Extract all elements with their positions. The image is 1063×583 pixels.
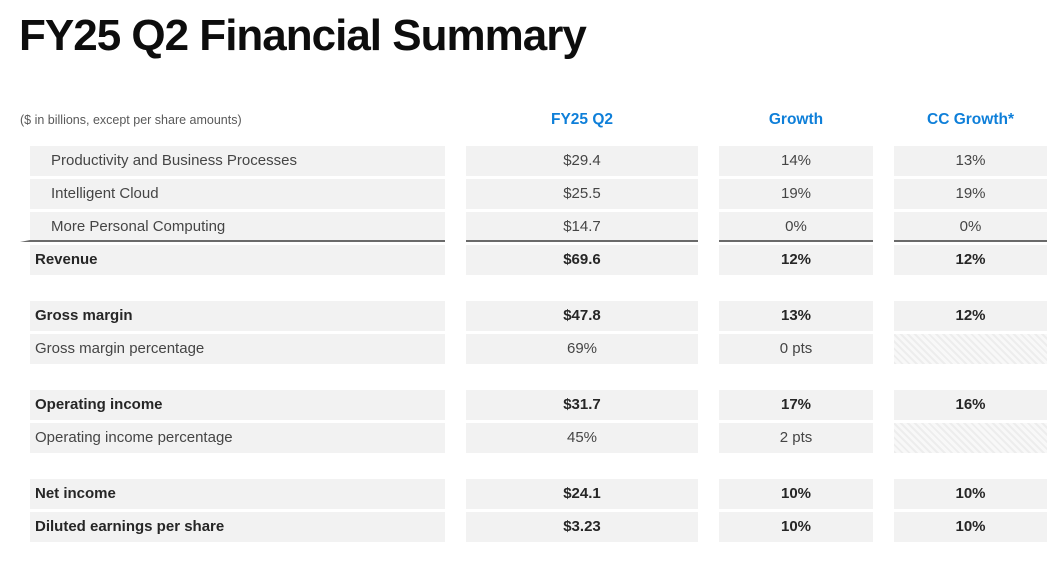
- table-section: Gross margin $47.8 13% 12% Gross margin perc…: [20, 300, 1063, 364]
- value-cell: 12%: [894, 244, 1047, 275]
- value-cell: 69%: [466, 333, 698, 364]
- value-cell: 10%: [894, 511, 1047, 542]
- column-header-fy25-q2: FY25 Q2: [550, 110, 614, 128]
- value-cell: 16%: [894, 389, 1047, 420]
- value-cell: 45%: [466, 422, 698, 453]
- row-label: Revenue: [20, 244, 445, 275]
- hatched-cell: [894, 422, 1047, 453]
- value-cell: 17%: [719, 389, 873, 420]
- value-cell: 12%: [719, 244, 873, 275]
- value-cell: 13%: [894, 145, 1047, 176]
- value-cell: 10%: [894, 478, 1047, 509]
- table-section: Productivity and Business Processes $29.4…: [20, 145, 1063, 275]
- row-label: Net income: [20, 478, 445, 509]
- table-row: More Personal Computing $14.7 0% 0%: [20, 211, 1047, 242]
- table-row: Revenue $69.6 12% 12%: [20, 244, 1047, 275]
- column-header-cc-growth: CC Growth*: [927, 110, 1014, 128]
- row-label: Operating income percentage: [20, 422, 445, 453]
- row-label: Operating income: [20, 389, 445, 420]
- value-cell: 10%: [719, 511, 873, 542]
- table-units-note: ($ in billions, except per share amounts…: [20, 112, 242, 127]
- row-label: Productivity and Business Processes: [20, 145, 445, 176]
- value-cell: $47.8: [466, 300, 698, 331]
- hatched-cell: [894, 333, 1047, 364]
- table-row: Net income $24.1 10% 10%: [20, 478, 1047, 509]
- table-row: Productivity and Business Processes $29.4…: [20, 145, 1047, 176]
- table-section: Net income $24.1 10% 10% Diluted earnings pe…: [20, 478, 1063, 542]
- value-cell: 0%: [719, 211, 873, 242]
- table-row: Intelligent Cloud $25.5 19% 19%: [20, 178, 1047, 209]
- value-cell: 0%: [894, 211, 1047, 242]
- table-sections: Productivity and Business Processes $29.4…: [20, 145, 1063, 542]
- financial-summary-slide: FY25 Q2 Financial Summary ($ in billions…: [0, 11, 1063, 583]
- table-row: Gross margin $47.8 13% 12%: [20, 300, 1047, 331]
- value-cell: $69.6: [466, 244, 698, 275]
- table-row: Operating income $31.7 17% 16%: [20, 389, 1047, 420]
- column-header-growth: Growth: [768, 110, 824, 128]
- row-label: Diluted earnings per share: [20, 511, 445, 542]
- value-cell: $24.1: [466, 478, 698, 509]
- value-cell: 12%: [894, 300, 1047, 331]
- value-cell: 19%: [894, 178, 1047, 209]
- value-cell: $14.7: [466, 211, 698, 242]
- row-label: Intelligent Cloud: [20, 178, 445, 209]
- value-cell: 2 pts: [719, 422, 873, 453]
- table-row: Operating income percentage 45% 2 pts: [20, 422, 1047, 453]
- value-cell: $31.7: [466, 389, 698, 420]
- row-label: More Personal Computing: [20, 211, 445, 242]
- value-cell: 10%: [719, 478, 873, 509]
- value-cell: $25.5: [466, 178, 698, 209]
- table-row: Diluted earnings per share $3.23 10% 10%: [20, 511, 1047, 542]
- value-cell: 14%: [719, 145, 873, 176]
- financial-table: ($ in billions, except per share amounts…: [20, 107, 1063, 542]
- row-label: Gross margin percentage: [20, 333, 445, 364]
- value-cell: 19%: [719, 178, 873, 209]
- value-cell: $29.4: [466, 145, 698, 176]
- table-row: Gross margin percentage 69% 0 pts: [20, 333, 1047, 364]
- page-title: FY25 Q2 Financial Summary: [19, 11, 587, 60]
- value-cell: 0 pts: [719, 333, 873, 364]
- table-section: Operating income $31.7 17% 16% Operating inc…: [20, 389, 1063, 453]
- value-cell: 13%: [719, 300, 873, 331]
- table-header-row: ($ in billions, except per share amounts…: [20, 107, 1047, 133]
- value-cell: $3.23: [466, 511, 698, 542]
- row-label: Gross margin: [20, 300, 445, 331]
